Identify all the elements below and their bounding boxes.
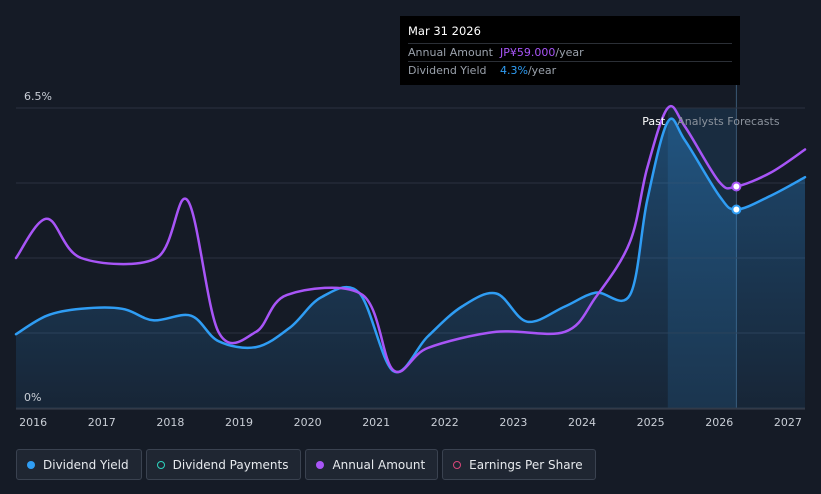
tooltip-row-annual-amount: Annual Amount JP¥59.000/year: [408, 43, 732, 61]
legend-item-earnings-per-share[interactable]: Earnings Per Share: [442, 449, 596, 480]
chart-tooltip: Mar 31 2026 Annual Amount JP¥59.000/year…: [400, 16, 740, 85]
dividend-yield-line: [14, 117, 807, 374]
annual-amount-marker: [731, 181, 742, 192]
x-tick-label: 2017: [88, 416, 116, 429]
dividend-yield-dot-icon: [27, 460, 35, 469]
legend-label: Dividend Yield: [43, 457, 129, 472]
dividend-yield-marker: [731, 204, 742, 215]
legend-item-annual-amount[interactable]: Annual Amount: [305, 449, 439, 480]
x-tick-label: 2016: [19, 416, 47, 429]
tooltip-row-dividend-yield: Dividend Yield 4.3%/year: [408, 61, 732, 79]
analysts-forecasts-label: Analysts Forecasts: [677, 115, 780, 128]
x-tick-label: 2026: [705, 416, 733, 429]
earnings-per-share-ring-icon: [453, 460, 462, 469]
legend-item-dividend-yield[interactable]: Dividend Yield: [16, 449, 142, 480]
series-markers: [731, 181, 742, 215]
x-tick-label: 2022: [431, 416, 459, 429]
axis-labels: 6.5% 0% 2016 2017 2018 2019 2020 2021 2022 2023 20…: [19, 90, 802, 429]
x-tick-label: 2023: [499, 416, 527, 429]
x-tick-label: 2019: [225, 416, 253, 429]
tooltip-unit: /year: [555, 46, 584, 59]
annual-amount-line: [14, 105, 807, 374]
series-lines: [14, 105, 807, 374]
tooltip-label: Annual Amount: [408, 46, 493, 59]
past-label: Past: [642, 115, 666, 128]
legend-label: Dividend Payments: [172, 457, 289, 472]
tooltip-date: Mar 31 2026: [408, 24, 481, 38]
x-tick-label: 2027: [774, 416, 802, 429]
x-tick-label: 2025: [637, 416, 665, 429]
tooltip-label: Dividend Yield: [408, 64, 487, 77]
tooltip-value: JP¥59.000: [500, 46, 556, 59]
dividend-yield-area: [16, 118, 805, 409]
dividend-payments-ring-icon: [156, 460, 165, 469]
legend-item-dividend-payments[interactable]: Dividend Payments: [145, 449, 302, 480]
legend-label: Earnings Per Share: [469, 457, 583, 472]
legend-label: Annual Amount: [332, 457, 426, 472]
series-areas: [16, 118, 805, 409]
x-tick-label: 2020: [294, 416, 322, 429]
y-tick-label-max: 6.5%: [24, 90, 52, 103]
y-tick-label-min: 0%: [24, 391, 41, 404]
annual-amount-dot-icon: [316, 460, 325, 469]
tooltip-unit: /year: [527, 64, 557, 77]
x-tick-label: 2021: [362, 416, 390, 429]
tooltip-value: 4.3%: [500, 64, 528, 77]
x-tick-label: 2024: [568, 416, 596, 429]
chart-legend: Dividend Yield Dividend Payments Annual …: [16, 449, 596, 480]
x-tick-label: 2018: [156, 416, 184, 429]
